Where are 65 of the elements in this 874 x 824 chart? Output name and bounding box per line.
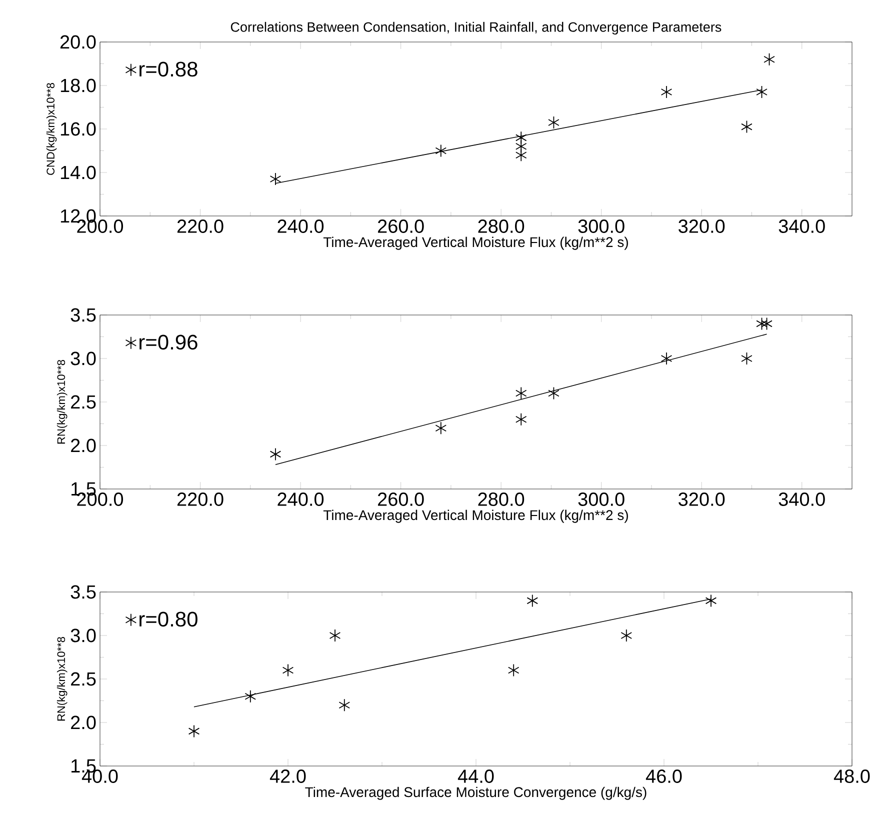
x-tick-label: 280.0 <box>478 492 524 506</box>
x-tick-label: 320.0 <box>678 220 725 233</box>
y-tick-label: 18.0 <box>60 78 96 92</box>
point <box>741 352 752 365</box>
x-tick-label: 340.0 <box>778 492 825 506</box>
point <box>508 664 520 677</box>
point <box>270 448 282 461</box>
point <box>761 317 772 330</box>
y-tick-label: 16.0 <box>60 122 96 136</box>
x-axis-title: Time-Averaged Vertical Moisture Flux (kg/m**2 s) <box>323 510 628 523</box>
point <box>435 144 447 158</box>
x-tick-label: 44.0 <box>458 770 494 783</box>
y-axis-title: RN(kg/km)x10**8 <box>56 637 68 721</box>
point <box>548 116 560 129</box>
y-axis-title: RN(kg/km)x10**8 <box>56 360 68 444</box>
x-tick-label: 220.0 <box>177 220 224 233</box>
point <box>548 386 560 400</box>
y-tick-label: 3.5 <box>70 585 96 599</box>
legend-label: r=0.80 <box>140 612 198 627</box>
point <box>764 52 775 66</box>
x-tick-label: 260.0 <box>378 220 424 233</box>
point <box>188 724 200 738</box>
x-tick-label: 220.0 <box>177 492 224 506</box>
x-tick-label: 42.0 <box>270 770 306 783</box>
x-tick-label: 300.0 <box>578 492 624 506</box>
point <box>515 412 527 426</box>
legend-label: r=0.96 <box>140 334 198 350</box>
point <box>515 148 527 162</box>
point <box>329 629 341 642</box>
chart-title: Correlations Between Condensation, Initial Rainfall, and Convergence Parameters <box>230 22 722 34</box>
y-tick-label: 2.0 <box>71 438 96 452</box>
x-tick-label: 260.0 <box>378 492 424 506</box>
point <box>705 594 717 608</box>
point <box>660 86 672 98</box>
y-axis-title: CND(kg/km)x10**8 <box>46 83 57 175</box>
point <box>660 352 672 365</box>
x-axis-title: Time-Averaged Surface Moisture Convergence (g/kg/s) <box>305 786 646 800</box>
x-tick-label: 340.0 <box>778 220 825 233</box>
y-tick-label: 2.5 <box>71 395 96 409</box>
point <box>756 86 768 98</box>
point <box>338 698 350 712</box>
x-tick-label: 240.0 <box>278 492 324 506</box>
x-tick-label: 48.0 <box>834 770 870 783</box>
point <box>515 386 527 400</box>
point <box>741 120 752 134</box>
point <box>282 664 294 677</box>
legend-label: r=0.88 <box>140 62 198 77</box>
y-tick-label: 20.0 <box>60 35 96 49</box>
x-tick-label: 240.0 <box>278 220 324 233</box>
x-tick-label: 300.0 <box>578 220 624 233</box>
y-tick-label: 2.0 <box>71 716 96 730</box>
x-tick-label: 320.0 <box>678 492 725 506</box>
y-tick-label: 2.5 <box>71 672 96 686</box>
x-axis-title: Time-Averaged Vertical Moisture Flux (kg/m**2 s) <box>323 236 628 250</box>
point <box>620 629 632 642</box>
y-tick-label: 14.0 <box>60 166 96 180</box>
y-tick-label: 3.5 <box>70 308 96 322</box>
point <box>435 422 447 435</box>
point <box>244 690 256 703</box>
x-tick-label: 280.0 <box>478 220 524 233</box>
x-tick-label: 46.0 <box>646 770 682 783</box>
y-tick-label: 3.0 <box>70 352 96 366</box>
y-tick-label: 3.0 <box>70 628 96 642</box>
point <box>526 594 538 608</box>
point <box>756 317 768 330</box>
